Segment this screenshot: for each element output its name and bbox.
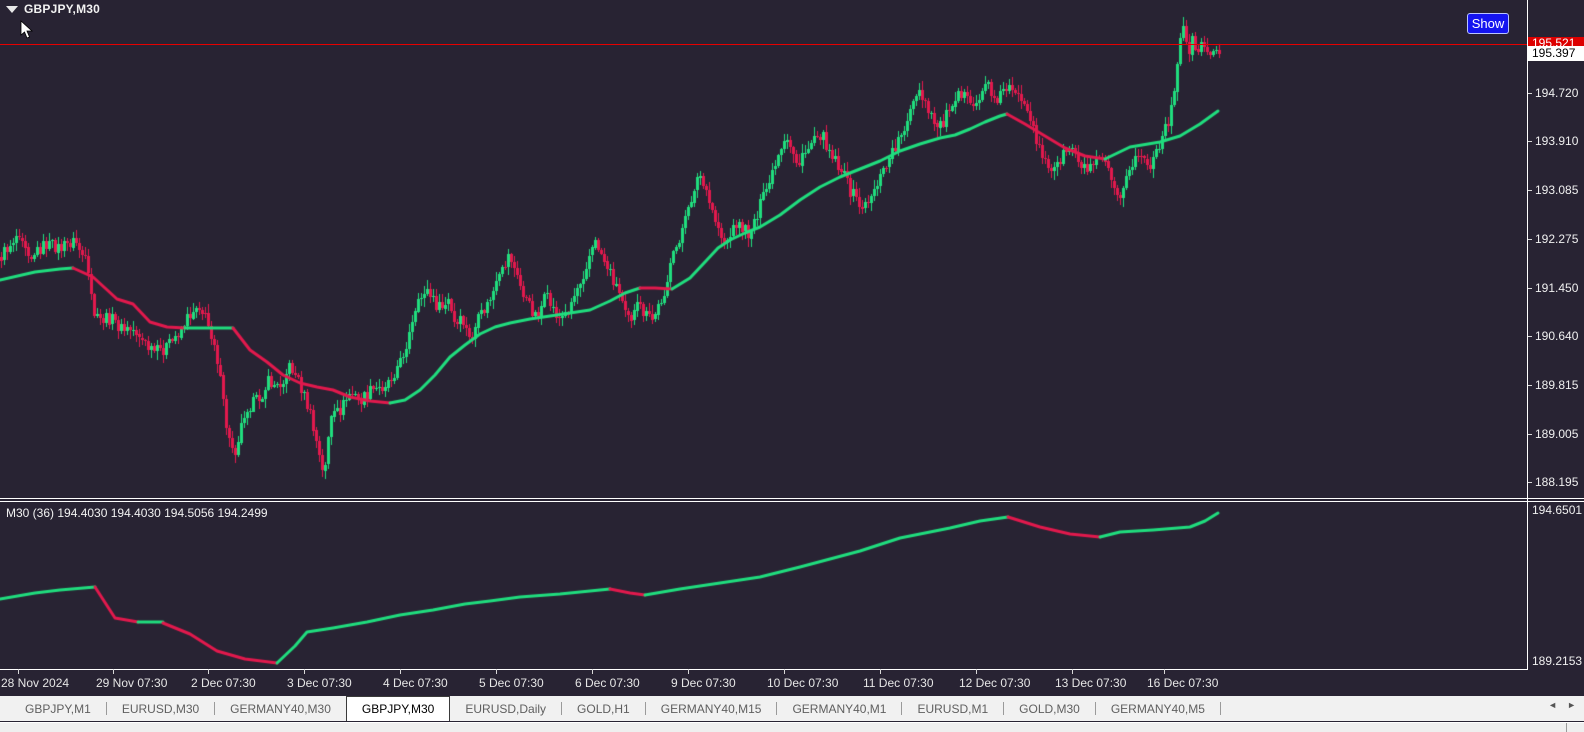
chart-tab-eurusd-daily[interactable]: EURUSD,Daily bbox=[465, 701, 547, 716]
tab-separator bbox=[1094, 702, 1096, 715]
time-tick-mark bbox=[208, 669, 209, 674]
time-tick-mark bbox=[592, 669, 593, 674]
price-tick-label: 193.085 bbox=[1535, 183, 1579, 197]
chart-tab-eurusd-m1[interactable]: EURUSD,M1 bbox=[917, 701, 989, 716]
mouse-cursor-icon bbox=[20, 20, 34, 39]
price-tick-label: 192.275 bbox=[1535, 232, 1579, 246]
time-tick-label: 16 Dec 07:30 bbox=[1147, 676, 1219, 690]
price-chart-canvas[interactable] bbox=[0, 0, 1527, 669]
tab-separator bbox=[901, 702, 903, 715]
tab-separator bbox=[214, 702, 216, 715]
time-tick-mark bbox=[400, 669, 401, 674]
price-tick-mark bbox=[1528, 482, 1532, 483]
time-tick-label: 12 Dec 07:30 bbox=[959, 676, 1031, 690]
time-tick-mark bbox=[304, 669, 305, 674]
time-tick-label: 5 Dec 07:30 bbox=[479, 676, 544, 690]
price-tick-label: 191.450 bbox=[1535, 281, 1579, 295]
tab-scroll-controls: ◄ ► bbox=[1548, 700, 1576, 710]
tab-separator bbox=[105, 702, 107, 715]
chart-tab-bar: GBPJPY,M1 EURUSD,M30 GERMANY40,M30 GBPJPY,M… bbox=[0, 696, 1584, 721]
time-tick-label: 28 Nov 2024 bbox=[1, 676, 70, 690]
time-tick-label: 2 Dec 07:30 bbox=[191, 676, 256, 690]
time-tick-mark bbox=[496, 669, 497, 674]
chart-tab-gbpjpy-m30[interactable]: GBPJPY,M30 bbox=[345, 696, 451, 721]
time-tick-label: 3 Dec 07:30 bbox=[287, 676, 352, 690]
tab-scroll-right-icon[interactable]: ► bbox=[1567, 700, 1576, 710]
chart-tab-germany40-m1[interactable]: GERMANY40,M1 bbox=[792, 701, 887, 716]
price-tick-mark bbox=[1528, 288, 1532, 289]
time-tick-label: 10 Dec 07:30 bbox=[767, 676, 839, 690]
chart-tab-gbpjpy-m1[interactable]: GBPJPY,M1 bbox=[25, 701, 91, 716]
price-tick-mark bbox=[1528, 385, 1532, 386]
chart-tab-eurusd-m30[interactable]: EURUSD,M30 bbox=[121, 701, 200, 716]
tab-separator bbox=[644, 702, 646, 715]
pane-separator-line[interactable] bbox=[0, 498, 1584, 499]
time-tick-mark bbox=[880, 669, 881, 674]
price-axis-border bbox=[1527, 0, 1528, 669]
symbol-caret-icon[interactable] bbox=[6, 6, 18, 13]
price-tick-label: 189.005 bbox=[1535, 427, 1579, 441]
indicator-value-label: M30 (36) 194.4030 194.4030 194.5056 194.… bbox=[6, 506, 268, 520]
show-button[interactable]: Show bbox=[1467, 13, 1509, 34]
chart-tab-gold-h1[interactable]: GOLD,H1 bbox=[577, 701, 630, 716]
subpane-bottom-border bbox=[0, 669, 1528, 670]
pane-separator-line-2 bbox=[0, 501, 1584, 502]
ask-price-line[interactable] bbox=[0, 44, 1527, 45]
chart-tab-germany40-m5[interactable]: GERMANY40,M5 bbox=[1110, 701, 1205, 716]
time-tick-label: 11 Dec 07:30 bbox=[863, 676, 934, 690]
price-tick-label: 193.910 bbox=[1535, 134, 1579, 148]
subpane-scale-min: 189.2153 bbox=[1532, 654, 1583, 668]
time-tick-label: 29 Nov 07:30 bbox=[96, 676, 168, 690]
time-tick-mark bbox=[18, 669, 19, 674]
price-tick-mark bbox=[1528, 190, 1532, 191]
status-strip bbox=[0, 722, 1584, 732]
price-tick-label: 189.815 bbox=[1535, 378, 1579, 392]
status-strip-divider bbox=[1566, 723, 1567, 732]
symbol-timeframe-label: GBPJPY,M30 bbox=[24, 2, 101, 16]
price-tick-mark bbox=[1528, 336, 1532, 337]
time-tick-mark bbox=[113, 669, 114, 674]
time-tick-label: 13 Dec 07:30 bbox=[1055, 676, 1127, 690]
time-tick-mark bbox=[784, 669, 785, 674]
chart-tab-germany40-m30[interactable]: GERMANY40,M30 bbox=[230, 701, 331, 716]
tab-scroll-left-icon[interactable]: ◄ bbox=[1548, 700, 1558, 710]
price-tick-mark bbox=[1528, 93, 1532, 94]
price-tick-mark bbox=[1528, 141, 1532, 142]
time-tick-mark bbox=[688, 669, 689, 674]
price-tick-mark bbox=[1528, 239, 1532, 240]
chart-tab-gold-m30[interactable]: GOLD,M30 bbox=[1019, 701, 1080, 716]
time-tick-mark bbox=[1072, 669, 1073, 674]
tab-separator bbox=[776, 702, 778, 715]
price-tick-label: 190.640 bbox=[1535, 329, 1579, 343]
time-tick-label: 9 Dec 07:30 bbox=[671, 676, 736, 690]
subpane-scale-max: 194.6501 bbox=[1532, 503, 1583, 517]
time-tick-mark bbox=[1164, 669, 1165, 674]
tab-separator bbox=[561, 702, 563, 715]
price-tick-label: 188.195 bbox=[1535, 475, 1579, 489]
chart-tab-germany40-m15[interactable]: GERMANY40,M15 bbox=[660, 701, 762, 716]
tab-separator bbox=[1003, 702, 1005, 715]
time-tick-label: 4 Dec 07:30 bbox=[383, 676, 448, 690]
tab-separator bbox=[1219, 702, 1221, 715]
bid-price-tag: 195.397 bbox=[1528, 46, 1584, 61]
price-tick-mark bbox=[1528, 434, 1532, 435]
time-tick-label: 6 Dec 07:30 bbox=[575, 676, 640, 690]
price-tick-label: 194.720 bbox=[1535, 86, 1579, 100]
time-tick-mark bbox=[976, 669, 977, 674]
